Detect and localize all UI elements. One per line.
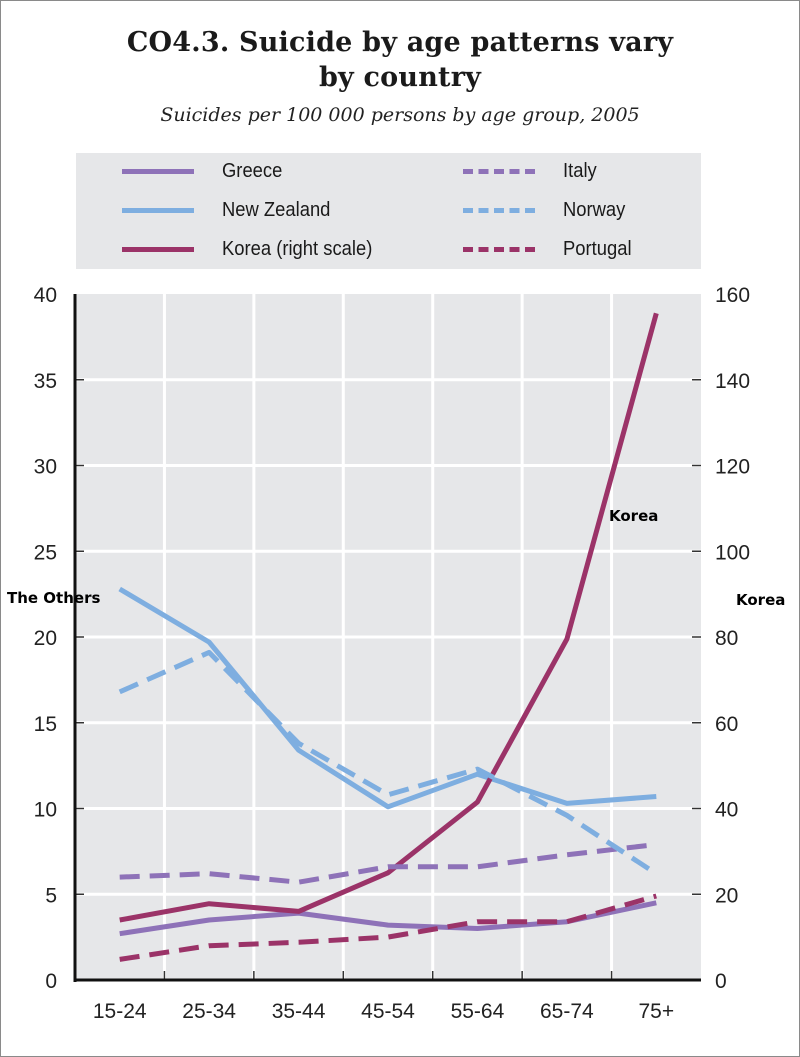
left-axis-tick-label: 0 bbox=[45, 970, 57, 993]
legend-label: Korea (right scale) bbox=[222, 237, 373, 260]
x-axis-tick-label: 55-64 bbox=[451, 1000, 505, 1023]
legend-swatch-italy bbox=[463, 168, 535, 174]
legend-item-portugal: Portugal bbox=[463, 234, 638, 264]
series-line-new-zealand bbox=[118, 586, 657, 810]
right-axis-tick-label: 0 bbox=[715, 970, 727, 993]
x-axis-tick-label: 45-54 bbox=[361, 1000, 415, 1023]
x-axis-tick-label: 75+ bbox=[638, 1000, 674, 1023]
left-axis-tick-label: 35 bbox=[34, 370, 57, 393]
legend-item-greece: Greece bbox=[122, 156, 288, 186]
series-line-portugal bbox=[119, 893, 657, 962]
left-axis-tick-label: 5 bbox=[45, 884, 57, 907]
legend-item-norway: Norway bbox=[463, 195, 631, 225]
right-axis-tick-label: 140 bbox=[715, 370, 750, 393]
legend-item-italy: Italy bbox=[463, 156, 600, 186]
chart-title-line-1: CO4.3. Suicide by age patterns vary bbox=[126, 27, 674, 58]
x-axis-tick-label: 25-34 bbox=[182, 1000, 236, 1023]
legend-label: Norway bbox=[563, 198, 626, 221]
series-line-korea bbox=[119, 312, 659, 923]
annotation-korea-line: Korea bbox=[609, 507, 659, 525]
left-axis-tick-label: 10 bbox=[34, 799, 57, 822]
right-axis-tick-label: 80 bbox=[715, 627, 738, 650]
legend-item-new-zealand: New Zealand bbox=[122, 195, 340, 225]
right-axis-tick-label: 160 bbox=[715, 284, 750, 307]
legend-swatch-korea bbox=[122, 246, 194, 252]
x-axis-tick-label: 15-24 bbox=[93, 1000, 147, 1023]
right-axis-tick-label: 20 bbox=[715, 884, 738, 907]
right-axis-tick-label: 40 bbox=[715, 799, 738, 822]
left-axis-tick-label: 25 bbox=[34, 541, 57, 564]
annotation-the-others: The Others bbox=[7, 589, 101, 607]
chart-subtitle: Suicides per 100 000 persons by age grou… bbox=[160, 104, 640, 126]
x-axis-tick-label: 35-44 bbox=[272, 1000, 326, 1023]
left-axis-tick-label: 40 bbox=[34, 284, 57, 307]
left-axis-tick-label: 15 bbox=[34, 713, 57, 736]
left-axis-tick-label: 30 bbox=[34, 456, 57, 479]
right-axis-tick-label: 100 bbox=[715, 541, 750, 564]
series-line-norway bbox=[118, 649, 658, 876]
annotation-korea-axis: Korea bbox=[736, 591, 786, 609]
right-axis-tick-label: 60 bbox=[715, 713, 738, 736]
legend-label: Italy bbox=[563, 159, 597, 182]
legend-swatch-portugal bbox=[463, 246, 535, 252]
legend-label: Greece bbox=[222, 159, 283, 182]
left-axis-tick-label: 20 bbox=[34, 627, 57, 650]
chart-title-line-2: by country bbox=[318, 62, 482, 93]
series-line-greece bbox=[119, 900, 657, 937]
right-axis-tick-label: 120 bbox=[715, 456, 750, 479]
legend-item-korea: Korea (right scale) bbox=[122, 234, 385, 264]
legend-swatch-new-zealand bbox=[122, 207, 194, 213]
x-axis-tick-label: 65-74 bbox=[540, 1000, 594, 1023]
legend-label: Portugal bbox=[563, 237, 632, 260]
series-line-italy bbox=[119, 842, 657, 885]
legend: Greece New Zealand Korea (right scale) I… bbox=[76, 153, 701, 269]
legend-swatch-greece bbox=[122, 168, 194, 174]
legend-label: New Zealand bbox=[222, 198, 331, 221]
legend-swatch-norway bbox=[463, 207, 535, 213]
